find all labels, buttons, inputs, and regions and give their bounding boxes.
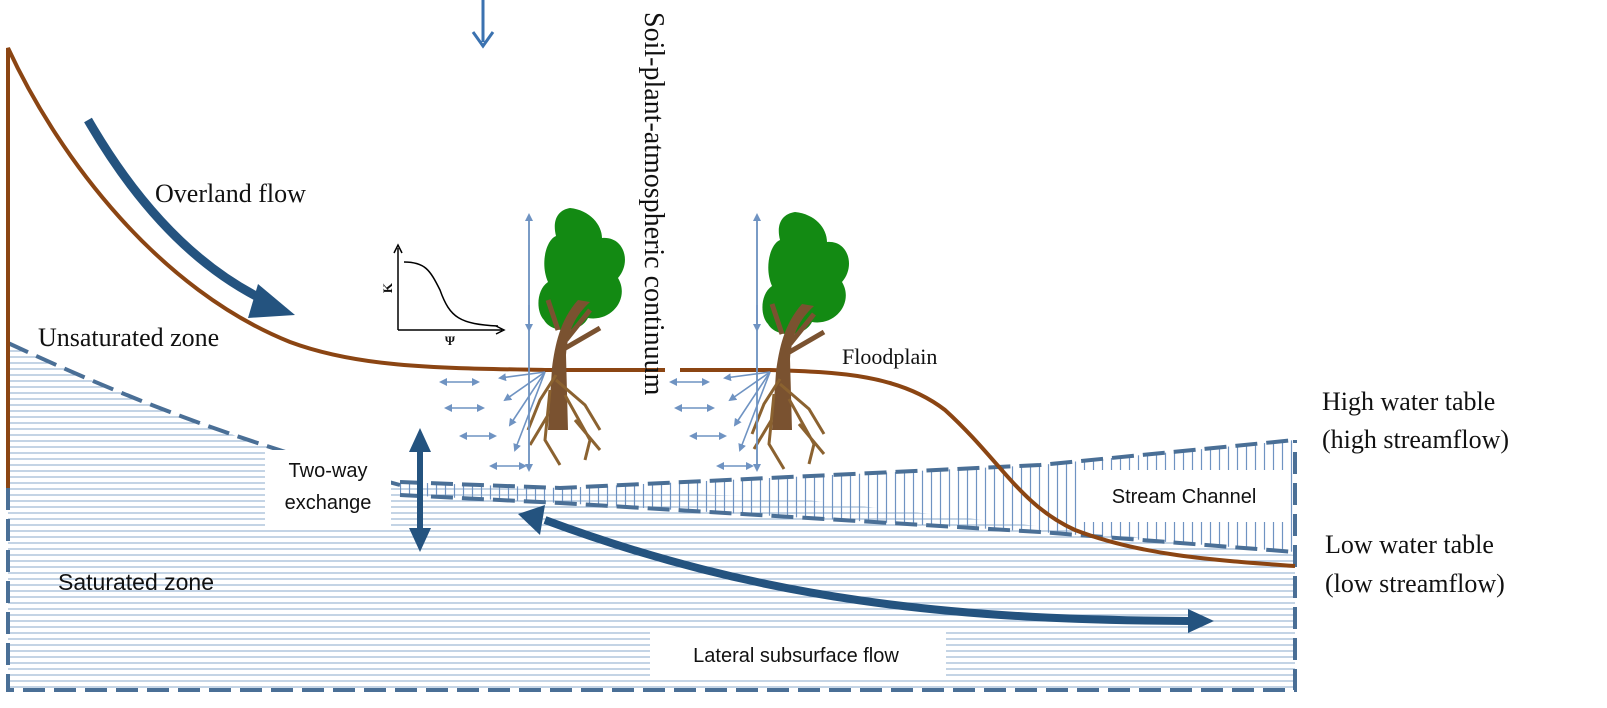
two-way-exchange-arrow (409, 428, 431, 552)
overland-flow-label: Overland flow (155, 179, 306, 208)
high-water-table-line (399, 438, 1296, 491)
water-table-band (400, 440, 1295, 552)
stream-channel-label-box (1080, 470, 1288, 522)
ground-surface-line (6, 47, 665, 488)
high-water-table-label: High water table (1322, 387, 1495, 416)
lateral-subsurface-flow-arrow (518, 505, 1214, 633)
two-way-label-box (265, 450, 391, 526)
stream-channel-label: Stream Channel (1112, 486, 1257, 508)
high-streamflow-label: (high streamflow) (1322, 425, 1509, 454)
unsaturated-zone-label: Unsaturated zone (38, 323, 219, 352)
psi-axis-label: Ψ (445, 333, 456, 348)
low-streamflow-label: (low streamflow) (1325, 569, 1505, 598)
low-water-table-label: Low water table (1325, 530, 1494, 559)
tree-icon (750, 212, 850, 470)
lateral-root-arrows-right (669, 213, 771, 472)
k-psi-curve-icon (393, 243, 506, 335)
saturated-zone-fill (8, 343, 1295, 690)
saturated-zone-label: Saturated zone (58, 569, 214, 595)
low-water-table-line (399, 493, 1296, 554)
precipitation-arrow-icon (471, 0, 495, 49)
exchange-label: exchange (285, 492, 372, 514)
floodplain-label: Floodplain (842, 344, 937, 369)
lateral-flow-label-box (650, 630, 946, 678)
floodplain-surface-line (680, 368, 1296, 568)
overland-flow-arrow (84, 117, 295, 318)
two-way-label: Two-way (289, 460, 368, 482)
k-axis-label: K (380, 282, 395, 293)
lateral-root-arrows-left (439, 213, 546, 472)
lateral-flow-label: Lateral subsurface flow (693, 645, 899, 667)
spac-label: Soil-plant-atmospheric continuum (638, 12, 669, 396)
tree-icon (526, 208, 625, 466)
